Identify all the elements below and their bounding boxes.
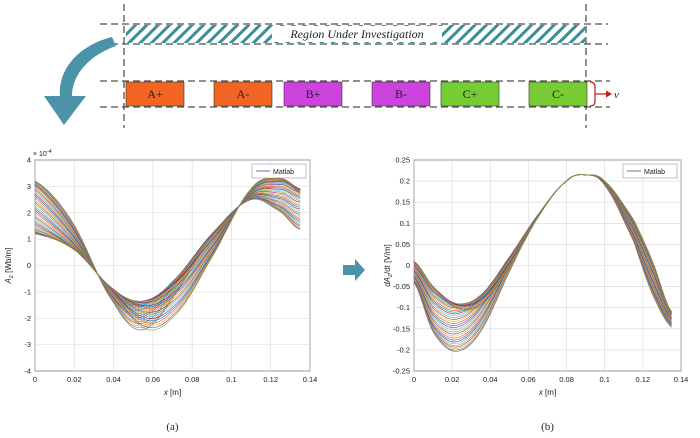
- flow-curved-arrow: [44, 37, 116, 125]
- curve-family: [413, 174, 672, 352]
- coil-block-2: [213, 81, 273, 107]
- y-exponent: × 10-4: [33, 149, 52, 158]
- x-axis-units: [m]: [168, 388, 181, 397]
- series-line-22: [34, 187, 301, 302]
- y-exponent-power: -4: [47, 149, 52, 155]
- x-axis-label: x [m]: [163, 388, 181, 397]
- region-label: Region Under Investigation: [289, 27, 423, 41]
- y-tick-label: 0: [27, 261, 31, 270]
- x-tick-label: 0: [33, 375, 37, 384]
- coil-block-6: [528, 81, 588, 107]
- x-tick-label: 0.14: [674, 375, 689, 384]
- y-tick-label: -4: [24, 367, 31, 376]
- x-tick-label: 0.04: [483, 375, 498, 384]
- y-axis-sub: z: [388, 274, 394, 278]
- x-tick-label: 0.14: [303, 375, 318, 384]
- panel-a: 0 0.02 0.04 0.06 0.08 0.1 0.12 0.14 -4 -3 -2 -1 0 1 2 3…: [4, 149, 317, 433]
- x-tick-label: 0.08: [559, 375, 574, 384]
- x-tick-label: 0.1: [226, 375, 236, 384]
- y-axis-label: dAz/dt [V/m]: [383, 244, 394, 287]
- coil-block-label: C-: [552, 87, 564, 101]
- y-tick-label: -3: [24, 340, 31, 349]
- y-tick-label: -0.2: [397, 345, 410, 354]
- y-tick-label: -0.05: [393, 282, 410, 291]
- x-tick-label: 0.04: [106, 375, 121, 384]
- velocity-label: v: [614, 89, 619, 101]
- y-axis-units: [Wb/m]: [4, 248, 13, 276]
- x-tick-label: 0: [412, 375, 416, 384]
- y-tick-label: 0.25: [395, 156, 410, 165]
- series-line-20: [34, 189, 301, 302]
- y-exponent-base: × 10: [33, 151, 47, 158]
- coil-block-label: A-: [237, 87, 250, 101]
- y-tick-label: 0.05: [395, 240, 410, 249]
- series-line-40: [413, 174, 672, 314]
- y-tick-label: 0.2: [400, 177, 410, 186]
- x-tick-label: 0.1: [599, 375, 609, 384]
- y-tick-label: -2: [24, 314, 31, 323]
- y-tick-label: -0.1: [397, 303, 410, 312]
- x-tick-label: 0.02: [67, 375, 82, 384]
- y-axis-main: A: [4, 278, 13, 284]
- coil-block-label: A+: [147, 87, 163, 101]
- x-tick-label: 0.12: [263, 375, 278, 384]
- y-tick-label: -1: [24, 287, 31, 296]
- y-tick-label: 0.1: [400, 219, 410, 228]
- y-axis-sub: z: [9, 275, 15, 279]
- y-axis-units: /dt [V/m]: [383, 244, 392, 274]
- y-tick-label: 0.15: [395, 198, 410, 207]
- legend-label: Matlab: [644, 169, 665, 176]
- legend-box: [622, 163, 678, 179]
- motor-region-diagram: Region Under Investigation A+ A- B+ B- C+ C- …: [44, 4, 619, 128]
- coil-block-5: [440, 81, 500, 107]
- series-line-21: [34, 188, 301, 302]
- y-axis-main: dA: [383, 277, 392, 287]
- x-tick-label: 0.02: [445, 375, 460, 384]
- curve-family: [34, 177, 301, 331]
- velocity-bracket: [589, 81, 596, 107]
- region-label-bg: [272, 26, 442, 42]
- coil-block-label: B+: [306, 87, 321, 101]
- y-tick-label: 0: [406, 261, 410, 270]
- panel-label: (b): [541, 421, 554, 433]
- y-tick-label: 1: [27, 235, 31, 244]
- series-line-23: [34, 186, 301, 302]
- x-axis-var: x: [538, 388, 544, 397]
- x-tick-label: 0.12: [636, 375, 651, 384]
- y-tick-label: -0.15: [393, 324, 410, 333]
- x-tick-label: 0.06: [521, 375, 536, 384]
- series-line-40: [34, 178, 301, 331]
- y-tick-label: 4: [27, 156, 31, 165]
- y-tick-label: 3: [27, 182, 31, 191]
- x-axis-label: x [m]: [538, 388, 556, 397]
- coil-block-label: C+: [463, 87, 478, 101]
- transform-arrow: [343, 259, 365, 281]
- coil-block-4: [371, 81, 431, 107]
- coil-block-3: [283, 81, 343, 107]
- legend-box: [251, 163, 307, 179]
- x-tick-label: 0.08: [185, 375, 200, 384]
- panel-b: 0 0.02 0.04 0.06 0.08 0.1 0.12 0.14 -0.25 -0.2 -0.…: [383, 156, 688, 434]
- y-tick-label: -0.25: [393, 367, 410, 376]
- legend-label: Matlab: [273, 169, 294, 176]
- y-tick-label: 2: [27, 208, 31, 217]
- x-axis-var: x: [163, 388, 169, 397]
- x-axis-units: [m]: [543, 388, 556, 397]
- y-axis-label: Az [Wb/m]: [4, 248, 15, 285]
- coil-block-label: B-: [395, 87, 407, 101]
- panel-label: (a): [166, 421, 179, 433]
- x-tick-label: 0.06: [146, 375, 161, 384]
- coil-block-1: [125, 81, 185, 107]
- velocity-arrow-head: [606, 90, 612, 98]
- series-line-19: [34, 190, 301, 303]
